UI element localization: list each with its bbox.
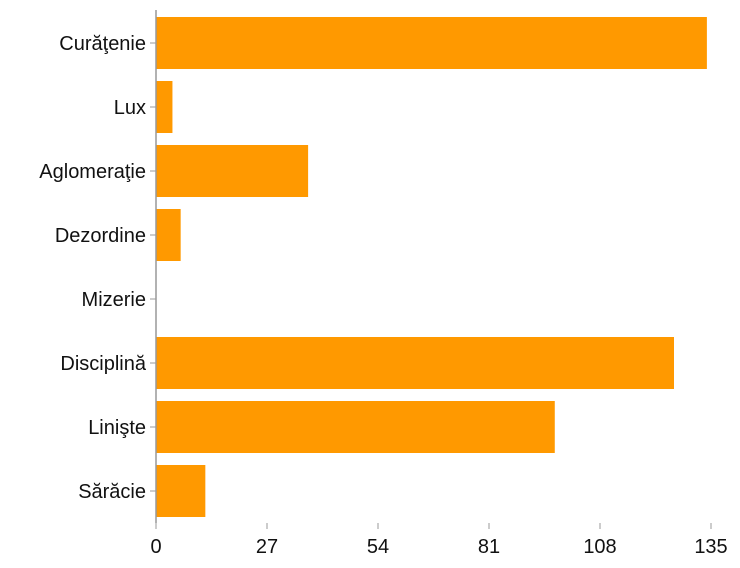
bar: [156, 81, 173, 133]
category-label: Mizerie: [82, 289, 146, 311]
category-label: Lux: [114, 97, 146, 119]
x-tick-label: 135: [694, 536, 727, 558]
category-label: Aglomeraţie: [39, 161, 146, 183]
bar: [156, 465, 206, 517]
category-label: Dezordine: [55, 225, 146, 247]
bar: [156, 209, 181, 261]
bar: [156, 337, 674, 389]
bars-layer: [156, 17, 707, 517]
bar: [156, 401, 555, 453]
category-label: Sărăcie: [78, 481, 146, 503]
labels-layer: Curăţenie Lux Aglomeraţie Dezordine Mizerie D…: [39, 33, 727, 558]
bar: [156, 145, 309, 197]
bar: [156, 17, 707, 69]
x-tick-label: 54: [367, 536, 389, 558]
x-tick-label: 81: [478, 536, 500, 558]
x-tick-label: 27: [256, 536, 278, 558]
category-label: Curăţenie: [59, 33, 146, 55]
category-label: Disciplină: [60, 353, 146, 375]
x-tick-label: 0: [150, 536, 161, 558]
category-label: Linişte: [88, 417, 146, 439]
axis-layer: [150, 10, 712, 529]
x-tick-label: 108: [583, 536, 616, 558]
